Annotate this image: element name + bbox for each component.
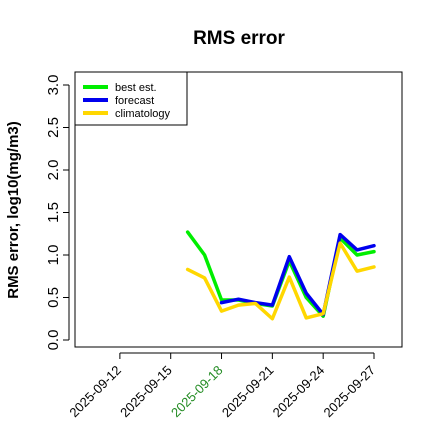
legend-entry: forecast	[115, 95, 154, 107]
y-tick-label: 1.5	[45, 202, 62, 223]
y-tick-label: 1.0	[45, 245, 62, 266]
series-line-2	[185, 241, 376, 321]
x-axis: 2025-09-122025-09-152025-09-182025-09-21…	[66, 352, 378, 421]
y-tick-label: 0.5	[45, 287, 62, 308]
y-tick-label: 3.0	[45, 75, 62, 96]
chart-title: RMS error	[193, 28, 285, 49]
y-tick-label: 0.0	[45, 330, 62, 351]
legend-entry: climatology	[115, 108, 171, 120]
x-tick-label: 2025-09-12	[66, 363, 124, 421]
x-tick-label: 2025-09-27	[320, 363, 378, 421]
legend-entry: best est.	[115, 82, 157, 94]
plot-frame	[74, 71, 403, 348]
x-tick-label: 2025-09-21	[219, 363, 277, 421]
y-tick-label: 2.0	[45, 160, 62, 181]
y-tick-label: 2.5	[45, 117, 62, 138]
x-tick-label: 2025-09-15	[117, 363, 175, 421]
series-layer	[185, 230, 376, 321]
y-axis-label: RMS error, log10(mg/m3)	[5, 121, 22, 299]
y-axis: 0.0 0.5 1.0 1.5 2.0 2.5 3.0	[45, 75, 70, 351]
series-line-0	[185, 230, 376, 318]
x-tick-label: 2025-09-18	[168, 363, 226, 421]
series-line-1	[219, 232, 376, 317]
x-tick-label: 2025-09-24	[270, 363, 328, 421]
